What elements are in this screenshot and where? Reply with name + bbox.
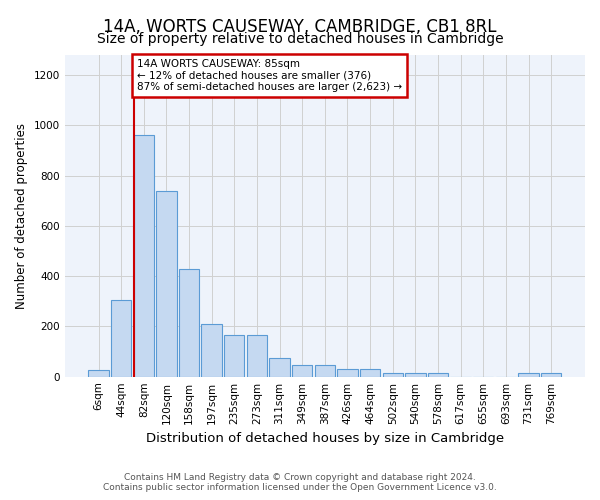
Bar bbox=[224, 335, 244, 376]
Bar bbox=[179, 268, 199, 376]
Bar bbox=[428, 373, 448, 376]
Bar bbox=[88, 370, 109, 376]
Text: Contains HM Land Registry data © Crown copyright and database right 2024.
Contai: Contains HM Land Registry data © Crown c… bbox=[103, 473, 497, 492]
Bar bbox=[314, 364, 335, 376]
Bar bbox=[518, 373, 539, 376]
Y-axis label: Number of detached properties: Number of detached properties bbox=[15, 123, 28, 309]
Bar bbox=[541, 373, 562, 376]
Text: 14A, WORTS CAUSEWAY, CAMBRIDGE, CB1 8RL: 14A, WORTS CAUSEWAY, CAMBRIDGE, CB1 8RL bbox=[103, 18, 497, 36]
Bar bbox=[360, 369, 380, 376]
Bar bbox=[337, 369, 358, 376]
Bar bbox=[269, 358, 290, 376]
Bar bbox=[156, 190, 176, 376]
Bar bbox=[247, 335, 267, 376]
Bar bbox=[405, 373, 425, 376]
Text: 14A WORTS CAUSEWAY: 85sqm
← 12% of detached houses are smaller (376)
87% of semi: 14A WORTS CAUSEWAY: 85sqm ← 12% of detac… bbox=[137, 59, 402, 92]
Text: Size of property relative to detached houses in Cambridge: Size of property relative to detached ho… bbox=[97, 32, 503, 46]
Bar bbox=[202, 324, 222, 376]
Bar bbox=[134, 136, 154, 376]
Bar bbox=[111, 300, 131, 376]
X-axis label: Distribution of detached houses by size in Cambridge: Distribution of detached houses by size … bbox=[146, 432, 504, 445]
Bar bbox=[292, 364, 313, 376]
Bar bbox=[383, 373, 403, 376]
